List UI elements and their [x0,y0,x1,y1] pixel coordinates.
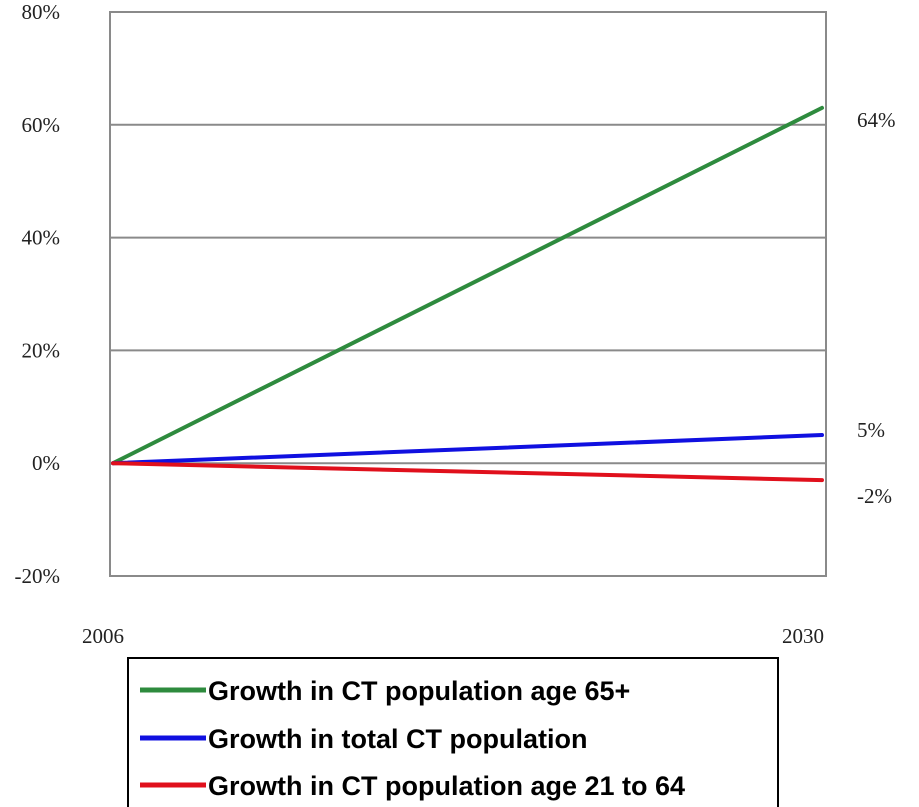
data-point [820,433,824,437]
y-tick-label: 60% [22,113,61,137]
legend-label: Growth in total CT population [208,724,587,754]
y-tick-label: 0% [32,451,60,475]
end-labels: 64% 5% -2% [857,108,896,508]
end-value-label: -2% [857,484,892,508]
data-point [820,478,824,482]
y-tick-label: 80% [22,0,61,24]
series-line [111,105,824,466]
legend-label: Growth in CT population age 21 to 64 [208,771,685,801]
legend: Growth in CT population age 65+ Growth in… [127,657,779,807]
x-tick-label: 2006 [82,624,124,648]
legend-box [127,657,779,807]
x-axis-ticks: 2006 2030 [82,624,824,648]
y-tick-label: 40% [22,226,61,250]
end-value-label: 64% [857,108,896,132]
data-point [111,461,115,465]
data-point [820,106,824,110]
end-value-label: 5% [857,418,885,442]
series-line [111,433,824,466]
gridlines [110,123,826,465]
y-tick-label: 20% [22,338,61,362]
legend-label: Growth in CT population age 65+ [208,676,630,706]
series-lines [111,105,824,483]
x-tick-label: 2030 [782,624,824,648]
y-tick-label: -20% [15,564,61,588]
plot-frame [109,11,827,577]
y-axis-ticks: -20% 0% 20% 40% 60% 80% [15,0,61,588]
series-line [111,461,824,483]
